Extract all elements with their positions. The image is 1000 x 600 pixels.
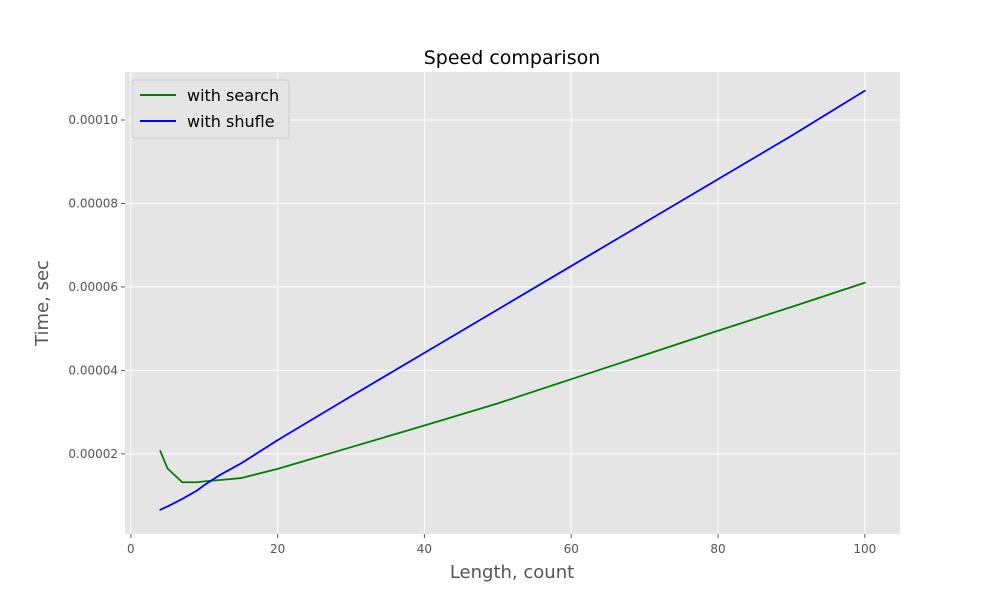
y-tick-label: 0.00006: [68, 280, 118, 294]
chart-title: Speed comparison: [424, 47, 601, 69]
y-tick-label: 0.00004: [68, 363, 118, 377]
x-tick-label: 20: [270, 542, 285, 556]
x-tick-label: 40: [417, 542, 432, 556]
x-tick-label: 0: [127, 542, 135, 556]
y-tick-label: 0.00008: [68, 196, 118, 210]
x-axis-title: Length, count: [450, 562, 574, 583]
legend-label-with-search: with search: [187, 86, 279, 105]
y-tick-label: 0.00002: [68, 447, 118, 461]
series-layer: [159, 89, 866, 511]
grid: [125, 72, 900, 534]
ticks: 0 20 40 60 80 100 0.00002 0.00004 0.00006 0.00008…: [68, 113, 876, 556]
series-line-with-shufle: [159, 89, 866, 511]
series-line-with-search: [159, 281, 866, 484]
x-tick-label: 100: [853, 542, 876, 556]
y-tick-label: 0.00010: [68, 113, 118, 127]
legend: with search with shufle: [131, 79, 290, 139]
x-tick-label: 60: [564, 542, 579, 556]
y-axis-title: Time, sec: [32, 260, 53, 347]
legend-label-with-shufle: with shufle: [187, 112, 275, 131]
x-tick-label: 80: [710, 542, 725, 556]
